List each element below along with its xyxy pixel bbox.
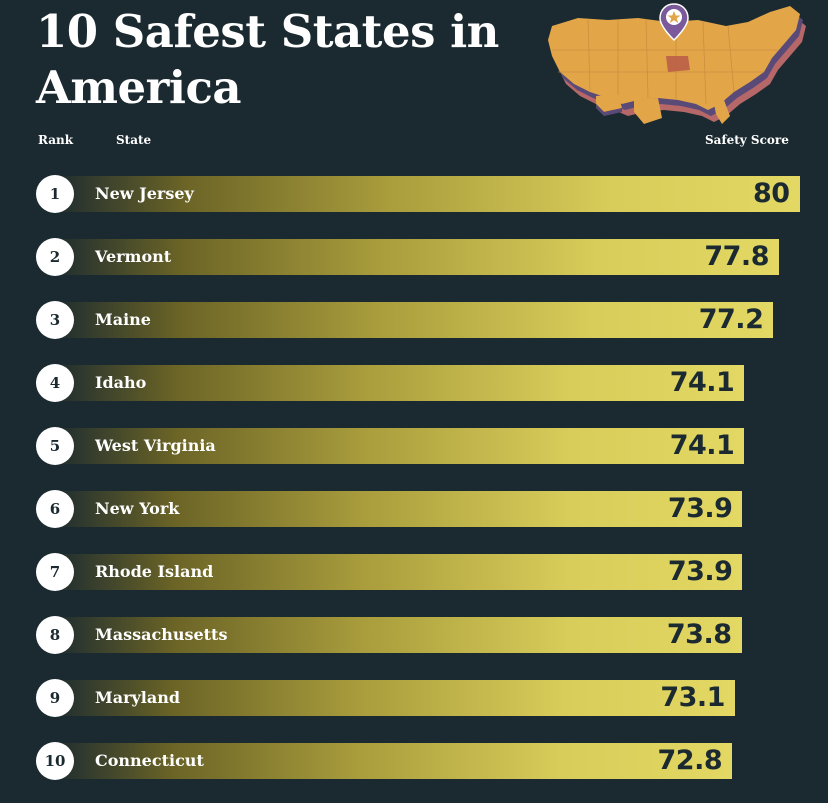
texas-shape [634, 98, 662, 124]
bar-row: 6 New York 73.9 [0, 489, 828, 529]
score-value-label: 73.9 [667, 556, 733, 587]
bar-row: 2 Vermont 77.8 [0, 237, 828, 277]
bar [50, 491, 743, 527]
bar-row: 4 Idaho 74.1 [0, 363, 828, 403]
score-value-label: 80 [753, 178, 790, 209]
rank-badge: 9 [36, 679, 74, 717]
state-name-label: Vermont [95, 247, 172, 266]
state-name-label: New York [95, 499, 180, 518]
safety-score-column-header: Safety Score [705, 133, 789, 147]
state-name-label: Connecticut [95, 751, 204, 770]
bar [50, 176, 800, 212]
state-name-label: Maine [95, 310, 151, 329]
rank-badge: 2 [36, 238, 74, 276]
bar [50, 617, 742, 653]
rank-badge: 7 [36, 553, 74, 591]
alaska-shape [596, 94, 622, 112]
state-name-label: Idaho [95, 373, 147, 392]
bar-row: 3 Maine 77.2 [0, 300, 828, 340]
bar [50, 302, 774, 338]
state-column-header: State [116, 133, 152, 147]
bar-row: 7 Rhode Island 73.9 [0, 552, 828, 592]
score-value-label: 72.8 [657, 745, 723, 776]
bar [50, 743, 733, 779]
score-value-label: 77.8 [704, 241, 769, 272]
rank-badge: 8 [36, 616, 74, 654]
state-name-label: West Virginia [95, 436, 216, 455]
bar [50, 680, 735, 716]
florida-shape [714, 100, 730, 124]
usa-map-icon [548, 3, 806, 124]
score-value-label: 74.1 [669, 430, 735, 461]
state-name-label: Rhode Island [95, 562, 214, 581]
bar-row: 5 West Virginia 74.1 [0, 426, 828, 466]
rank-badge: 1 [36, 175, 74, 213]
location-pin-icon [659, 3, 689, 42]
state-name-label: New Jersey [95, 184, 194, 203]
bar [50, 239, 779, 275]
score-value-label: 73.8 [666, 619, 732, 650]
rank-badge: 6 [36, 490, 74, 528]
score-value-label: 73.9 [667, 493, 733, 524]
bar-row: 1 New Jersey 80 [0, 174, 828, 214]
bar-row: 8 Massachusetts 73.8 [0, 615, 828, 655]
state-name-label: Massachusetts [95, 625, 228, 644]
score-value-label: 74.1 [669, 367, 735, 398]
bar-row: 10 Connecticut 72.8 [0, 741, 828, 781]
rank-badge: 10 [36, 742, 74, 780]
chart-title: 10 Safest States in America [36, 5, 499, 114]
rank-badge: 4 [36, 364, 74, 402]
rank-badge: 3 [36, 301, 74, 339]
score-value-label: 73.1 [660, 682, 725, 713]
state-name-label: Maryland [95, 688, 181, 707]
rank-column-header: Rank [38, 133, 74, 147]
bar [50, 365, 745, 401]
bar [50, 428, 745, 464]
score-value-label: 77.2 [698, 304, 764, 335]
bar-row: 9 Maryland 73.1 [0, 678, 828, 718]
alaska-depth [596, 104, 622, 116]
highlighted-state [666, 56, 690, 72]
rank-badge: 5 [36, 427, 74, 465]
bar [50, 554, 743, 590]
